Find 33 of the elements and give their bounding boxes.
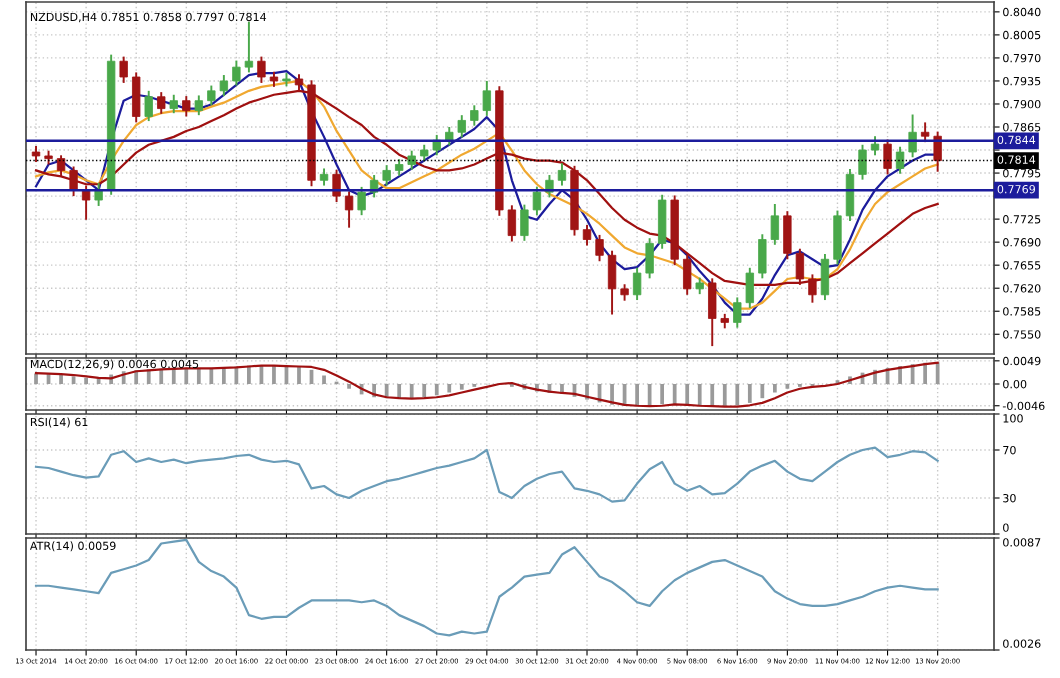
candlestick [858,143,867,181]
candlestick [870,135,880,157]
candlestick [344,190,354,229]
candlestick [833,209,842,266]
candlestick [157,91,166,115]
candlestick [81,184,91,221]
candlestick [845,168,855,223]
candlestick [357,185,366,217]
candlestick [532,185,542,217]
candlestick [520,203,529,242]
candlestick [56,154,66,178]
candlestick [119,55,128,84]
candlestick [595,233,604,263]
candlestick [182,95,191,118]
candlestick [607,249,617,316]
candlestick [194,94,203,117]
candlestick [820,253,830,302]
line-series [34,446,939,503]
line-series [34,538,939,637]
candlestick [332,168,341,203]
candlestick [582,224,592,247]
candlestick [69,165,78,198]
candlestick [657,193,667,250]
candlestick [169,93,178,115]
candlestick [557,162,567,187]
candlestick [94,181,103,207]
line-series [34,361,939,408]
candlestick [883,138,892,176]
candlestick [908,113,917,159]
candlestick [257,55,266,84]
candlestick [144,89,153,123]
candlestick [132,71,141,124]
candlestick [895,145,905,175]
